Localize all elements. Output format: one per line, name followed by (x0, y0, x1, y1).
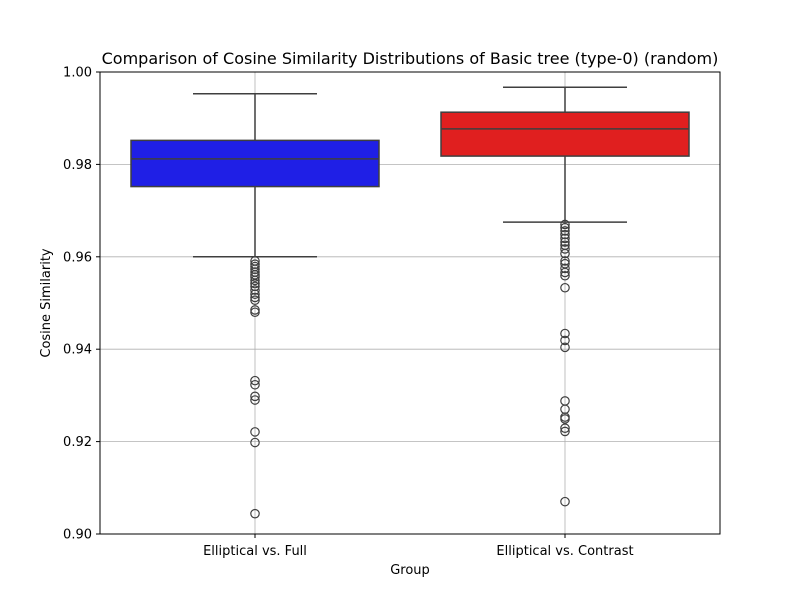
outlier-point (560, 335, 570, 346)
outlier-point (250, 375, 260, 386)
y-tick-label: 0.98 (63, 158, 92, 173)
outlier-point (560, 219, 570, 230)
outlier-point (560, 233, 570, 244)
iqr-box (130, 139, 380, 188)
outlier-point (560, 282, 570, 293)
y-axis-ticks: 0.90 0.92 0.94 0.96 0.98 1.00 (63, 66, 100, 543)
outlier-point (560, 256, 570, 266)
outlier-point (560, 248, 570, 259)
x-tick-label: Elliptical vs. Contrast (496, 544, 633, 559)
outlier-point (560, 270, 570, 281)
outlier-point (250, 379, 260, 390)
outlier-point (560, 267, 570, 278)
x-tick-label: Elliptical vs. Full (203, 544, 307, 559)
plot-area-frame (99, 71, 721, 535)
outlier-point (560, 222, 570, 233)
outlier-point (560, 426, 570, 437)
y-tick-label: 0.92 (63, 435, 92, 450)
outlier-point (560, 342, 570, 353)
outlier-point (250, 285, 260, 295)
outlier-point (250, 278, 260, 289)
outlier-point (250, 307, 260, 318)
box-group (440, 86, 690, 507)
outlier-point (560, 229, 570, 240)
x-axis-ticks: Elliptical vs. Full Elliptical vs. Contra… (203, 534, 634, 559)
outlier-point (560, 263, 570, 274)
iqr-box (440, 111, 690, 157)
outlier-point (560, 328, 570, 339)
outlier-point (250, 292, 260, 303)
y-axis-label: Cosine Similarity (39, 248, 54, 358)
outlier-point (560, 237, 570, 247)
box-series (130, 86, 690, 519)
outlier-point (250, 272, 260, 282)
outlier-point (250, 391, 260, 402)
outlier-point (250, 289, 260, 300)
outlier-point (250, 437, 260, 448)
y-tick-label: 0.90 (63, 528, 92, 543)
outlier-point (250, 295, 260, 306)
outlier-point (250, 395, 260, 405)
y-tick-label: 0.94 (63, 343, 92, 358)
chart-title: Comparison of Cosine Similarity Distribu… (102, 49, 719, 68)
outlier-point (250, 427, 260, 437)
outlier-point (250, 275, 260, 286)
outlier-point (560, 496, 570, 507)
x-axis-label: Group (390, 563, 430, 578)
outlier-point (560, 244, 570, 254)
outlier-point (560, 226, 570, 236)
outlier-point (560, 414, 570, 424)
outlier-point (250, 508, 260, 519)
y-tick-label: 0.96 (63, 250, 92, 265)
outlier-point (560, 423, 570, 434)
box-group (130, 92, 380, 519)
y-tick-label: 1.00 (63, 66, 92, 81)
